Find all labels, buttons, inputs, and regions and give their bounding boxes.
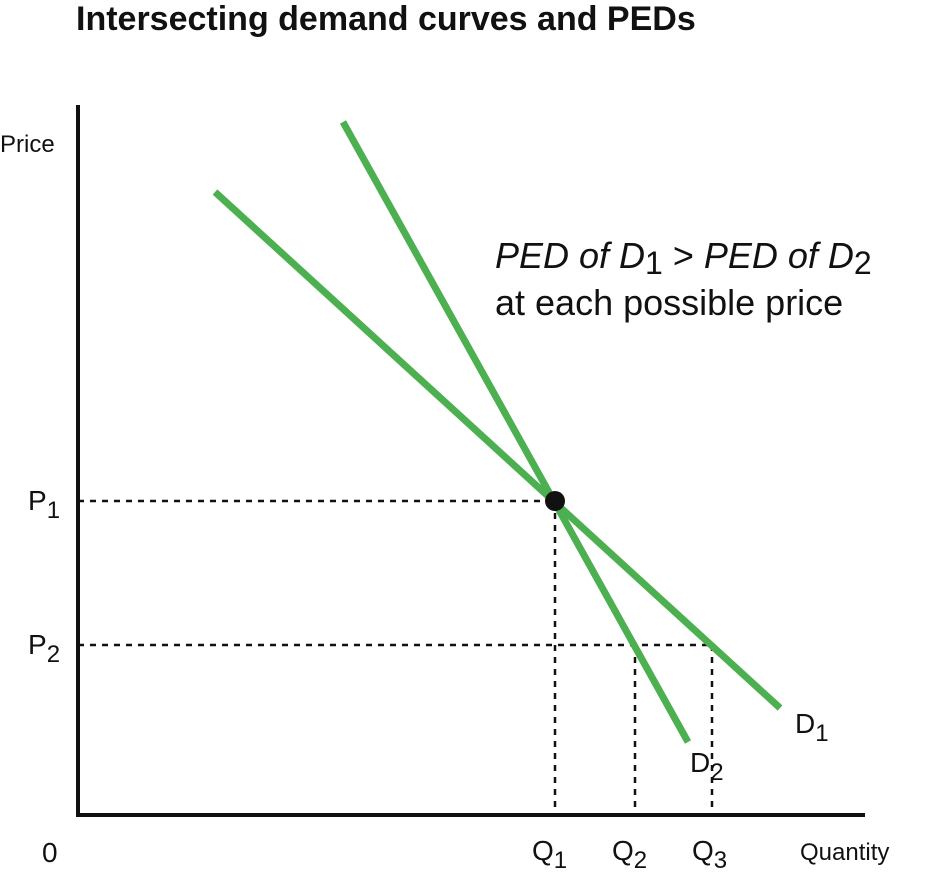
- demand-curve-d1: [212, 189, 783, 711]
- origin-label: 0: [42, 837, 58, 868]
- text-part: Q: [532, 835, 554, 866]
- text-part: 1: [645, 245, 663, 281]
- text-part: 2: [634, 847, 647, 871]
- quantity-label: Q3: [692, 835, 727, 871]
- curve-label: D1: [795, 708, 829, 747]
- text-part: 1: [554, 847, 567, 871]
- price-label: P2: [28, 629, 60, 668]
- quantity-label: Q2: [612, 835, 647, 871]
- text-part: P: [28, 629, 47, 660]
- annotation-line: at each possible price: [495, 282, 843, 323]
- text-part: D: [690, 747, 710, 778]
- text-part: >: [663, 235, 704, 276]
- text-part: Q: [612, 835, 634, 866]
- y-axis-label: Price: [0, 131, 55, 158]
- text-part: 2: [710, 759, 723, 786]
- quantity-label: Q1: [532, 835, 567, 871]
- intersection-point: [545, 491, 565, 511]
- text-part: 1: [815, 720, 828, 747]
- demand-curve-d2: [339, 120, 692, 744]
- text-part: 2: [47, 641, 60, 668]
- text-part: Q: [692, 835, 714, 866]
- price-label: P1: [28, 485, 60, 524]
- text-part: PED of D: [495, 235, 645, 276]
- text-part: 2: [854, 245, 872, 281]
- text-part: P: [28, 485, 47, 516]
- text-part: D: [795, 708, 815, 739]
- curve-label: D2: [690, 747, 724, 786]
- title: Intersecting demand curves and PEDs: [76, 0, 696, 38]
- annotation-line: PED of D1 > PED of D2: [495, 235, 872, 281]
- text-part: 3: [714, 847, 727, 871]
- x-axis-label: Quantity: [800, 839, 889, 866]
- text-part: 1: [47, 497, 60, 524]
- text-part: PED of D: [704, 235, 854, 276]
